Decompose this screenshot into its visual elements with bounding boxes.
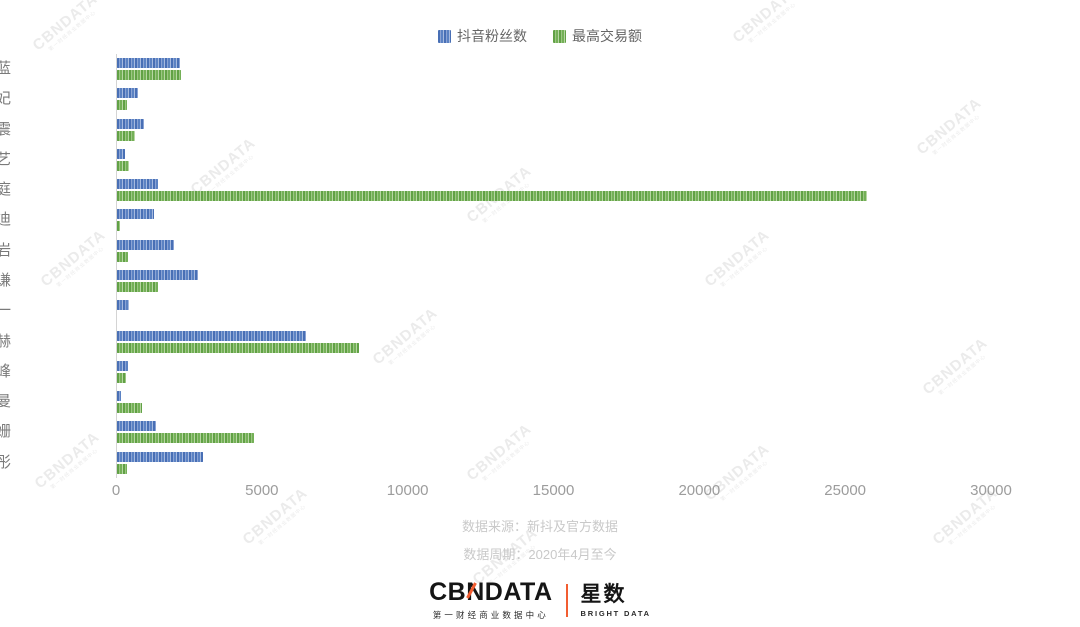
bar-group-陈赫: 陈赫 [0,327,991,357]
bar-group-陈彦妃: 陈彦妃 [0,84,991,114]
bar-最高交易额 [117,342,359,353]
cbndata-subtitle: 第一财经商业数据中心 [432,610,549,620]
wordmark-data: DATA [484,578,553,606]
bar-group-关晓彤: 关晓彤 [0,448,991,478]
x-tick-label: 5000 [245,482,279,499]
bar-抖音粉丝数 [117,270,199,280]
bar-抖音粉丝数 [117,209,155,220]
bar-最高交易额 [117,70,182,80]
category-label: 于震 [0,120,11,138]
bar-group-佘诗曼: 佘诗曼 [0,387,991,417]
x-tick-label: 30000 [970,482,1012,499]
legend-swatch-green-icon [553,29,566,43]
bar-最高交易额 [117,282,158,292]
bar-抖音粉丝数 [117,179,158,190]
bar-最高交易额 [117,221,120,232]
brand-name: 星数 [580,582,627,606]
logo-divider [565,584,568,617]
bar-抖音粉丝数 [117,88,138,99]
x-tick-label: 20000 [678,482,721,499]
bar-chart-plot-area: 王祖蓝陈彦妃于震张歆艺张庭杨迪柳岩薛之谦吕一陈赫汪峰佘诗曼袁姗姗关晓彤 [0,54,991,478]
x-tick-label: 0 [111,482,121,499]
x-tick-label: 10000 [386,482,429,499]
y-axis-line [116,54,117,478]
bar-group-汪峰: 汪峰 [0,357,991,387]
bar-group-王祖蓝: 王祖蓝 [0,54,991,84]
legend-swatch-blue-icon [438,29,451,43]
bar-抖音粉丝数 [117,300,130,311]
data-source-note: 数据来源：新抖及官方数据 [461,519,618,534]
data-period-note: 数据周期：2020年4月至今 [463,547,617,562]
bar-抖音粉丝数 [117,391,122,402]
bar-最高交易额 [117,130,136,141]
legend-item-douyin-fans[interactable]: 抖音粉丝数 [438,26,527,46]
bar-抖音粉丝数 [117,330,307,341]
bar-group-薛之谦: 薛之谦 [0,266,991,296]
category-label: 吕一 [0,302,11,320]
cbndata-watermark: CBNDATA 第一财经商业数据中心 [37,226,109,291]
bar-最高交易额 [117,403,143,414]
bar-最高交易额 [117,251,129,262]
bar-最高交易额 [117,433,255,444]
legend-label: 最高交易额 [572,28,642,44]
bar-最高交易额 [117,100,127,111]
bar-最高交易额 [117,372,126,383]
bar-抖音粉丝数 [117,148,126,159]
x-tick-label: 15000 [532,482,575,499]
x-tick-label: 25000 [824,482,867,499]
cbndata-wordmark: CBNDATA [429,580,552,605]
bar-最高交易额 [117,160,129,171]
bar-抖音粉丝数 [117,421,156,432]
category-label: 薛之谦 [0,272,11,289]
bar-group-袁姗姗: 袁姗姗 [0,417,991,447]
category-label: 陈赫 [0,332,11,350]
bar-抖音粉丝数 [117,360,128,371]
category-label: 关晓彤 [0,453,11,471]
bar-最高交易额 [117,463,127,474]
brand-subtitle: BRIGHT DATA [580,608,651,618]
bar-group-张歆艺: 张歆艺 [0,145,991,175]
bar-抖音粉丝数 [117,239,174,250]
bar-抖音粉丝数 [117,451,203,462]
category-label: 袁姗姗 [0,423,11,441]
category-label: 张歆艺 [0,150,11,168]
legend-item-max-transaction[interactable]: 最高交易额 [553,26,642,46]
wordmark-n-accent: N [466,578,485,606]
bar-最高交易额 [117,191,867,202]
chart-legend: 抖音粉丝数 最高交易额 [0,26,1080,46]
category-label: 佘诗曼 [0,393,11,411]
bar-group-杨迪: 杨迪 [0,205,991,235]
brand-block: 星数 BRIGHT DATA [581,584,651,618]
bar-group-于震: 于震 [0,115,991,145]
cbndata-wordmark-block: CBNDATA 第一财经商业数据中心 [429,580,552,621]
category-label: 张庭 [0,181,11,199]
cbndata-watermark: CBNDATA 第一财经商业数据中心 [31,428,103,493]
wordmark-cb: CB [429,578,467,606]
category-label: 王祖蓝 [0,60,11,77]
bar-抖音粉丝数 [117,58,180,68]
category-label: 陈彦妃 [0,90,11,108]
bar-抖音粉丝数 [117,118,145,129]
bar-group-吕一: 吕一 [0,296,991,326]
category-label: 柳岩 [0,241,11,259]
bar-group-张庭: 张庭 [0,175,991,205]
cbndata-logo: CBNDATA 第一财经商业数据中心 星数 BRIGHT DATA [0,580,1080,621]
category-label: 杨迪 [0,211,11,229]
bar-group-柳岩: 柳岩 [0,236,991,266]
category-label: 汪峰 [0,362,11,380]
legend-label: 抖音粉丝数 [457,28,527,44]
x-axis-tick-labels: 0 5000 10000 15000 20000 25000 30000 [112,482,1012,502]
